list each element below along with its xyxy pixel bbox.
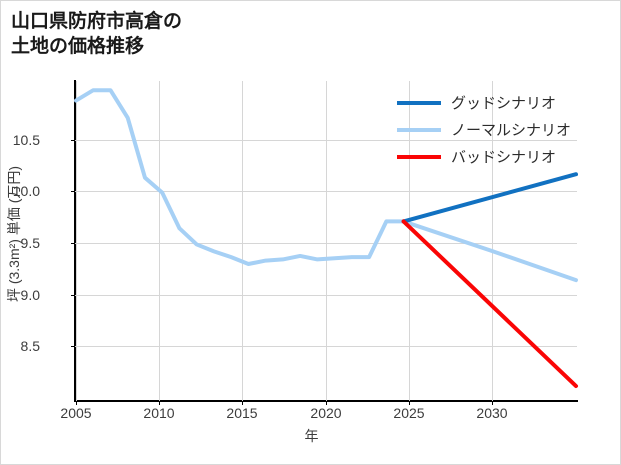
gridline-horizontal [75, 346, 577, 347]
y-tick-mark [71, 191, 75, 192]
y-axis-title-container: 坪 (3.3m²) 単価 (万円) [1, 1, 29, 464]
legend-label-good: グッドシナリオ [451, 94, 557, 112]
y-tick-label: 9.0 [20, 287, 40, 303]
y-tick-mark [71, 295, 75, 296]
legend-label-normal: ノーマルシナリオ [451, 121, 572, 139]
x-tick-mark [76, 401, 77, 405]
gridline-vertical [76, 81, 77, 401]
y-tick-label: 9.5 [20, 235, 40, 251]
x-tick-label: 2020 [310, 405, 342, 421]
legend-label-bad: バッドシナリオ [451, 148, 557, 166]
x-tick-label: 2030 [476, 405, 508, 421]
y-tick-mark [71, 140, 75, 141]
gridline-vertical [409, 81, 410, 401]
x-tick-mark [242, 401, 243, 405]
legend-item-normal[interactable]: ノーマルシナリオ [397, 121, 571, 139]
legend-swatch-good [397, 101, 441, 105]
x-tick-label: 2025 [393, 405, 425, 421]
gridline-horizontal [75, 243, 577, 244]
legend-item-bad[interactable]: バッドシナリオ [397, 148, 571, 166]
legend: グッドシナリオ ノーマルシナリオ バッドシナリオ [397, 94, 571, 166]
series-line [401, 172, 578, 224]
x-tick-mark [159, 401, 160, 405]
gridline-horizontal [75, 191, 577, 192]
series-line [401, 219, 578, 389]
y-axis-spine [74, 80, 76, 402]
gridline-vertical [159, 81, 160, 401]
legend-swatch-normal [397, 128, 441, 132]
legend-swatch-bad [397, 155, 441, 159]
series-line [74, 88, 578, 283]
x-tick-label: 2015 [226, 405, 258, 421]
x-tick-mark [409, 401, 410, 405]
y-tick-mark [71, 243, 75, 244]
y-tick-label: 10.0 [12, 183, 40, 199]
y-tick-label: 10.5 [12, 132, 40, 148]
gridline-horizontal [75, 140, 577, 141]
x-tick-label: 2005 [60, 405, 92, 421]
y-tick-mark [71, 346, 75, 347]
x-axis-title: 年 [304, 428, 319, 444]
x-tick-mark [492, 401, 493, 405]
y-tick-label: 8.5 [20, 338, 40, 354]
gridline-vertical [326, 81, 327, 401]
gridline-vertical [492, 81, 493, 401]
x-tick-label: 2010 [143, 405, 175, 421]
gridline-horizontal [75, 295, 577, 296]
data-series-layer [74, 88, 578, 389]
gridline-vertical [242, 81, 243, 401]
legend-item-good[interactable]: グッドシナリオ [397, 94, 571, 112]
page-title: 山口県防府市高倉の 土地の価格推移 [11, 11, 183, 58]
x-tick-mark [326, 401, 327, 405]
plot-area [71, 81, 578, 405]
